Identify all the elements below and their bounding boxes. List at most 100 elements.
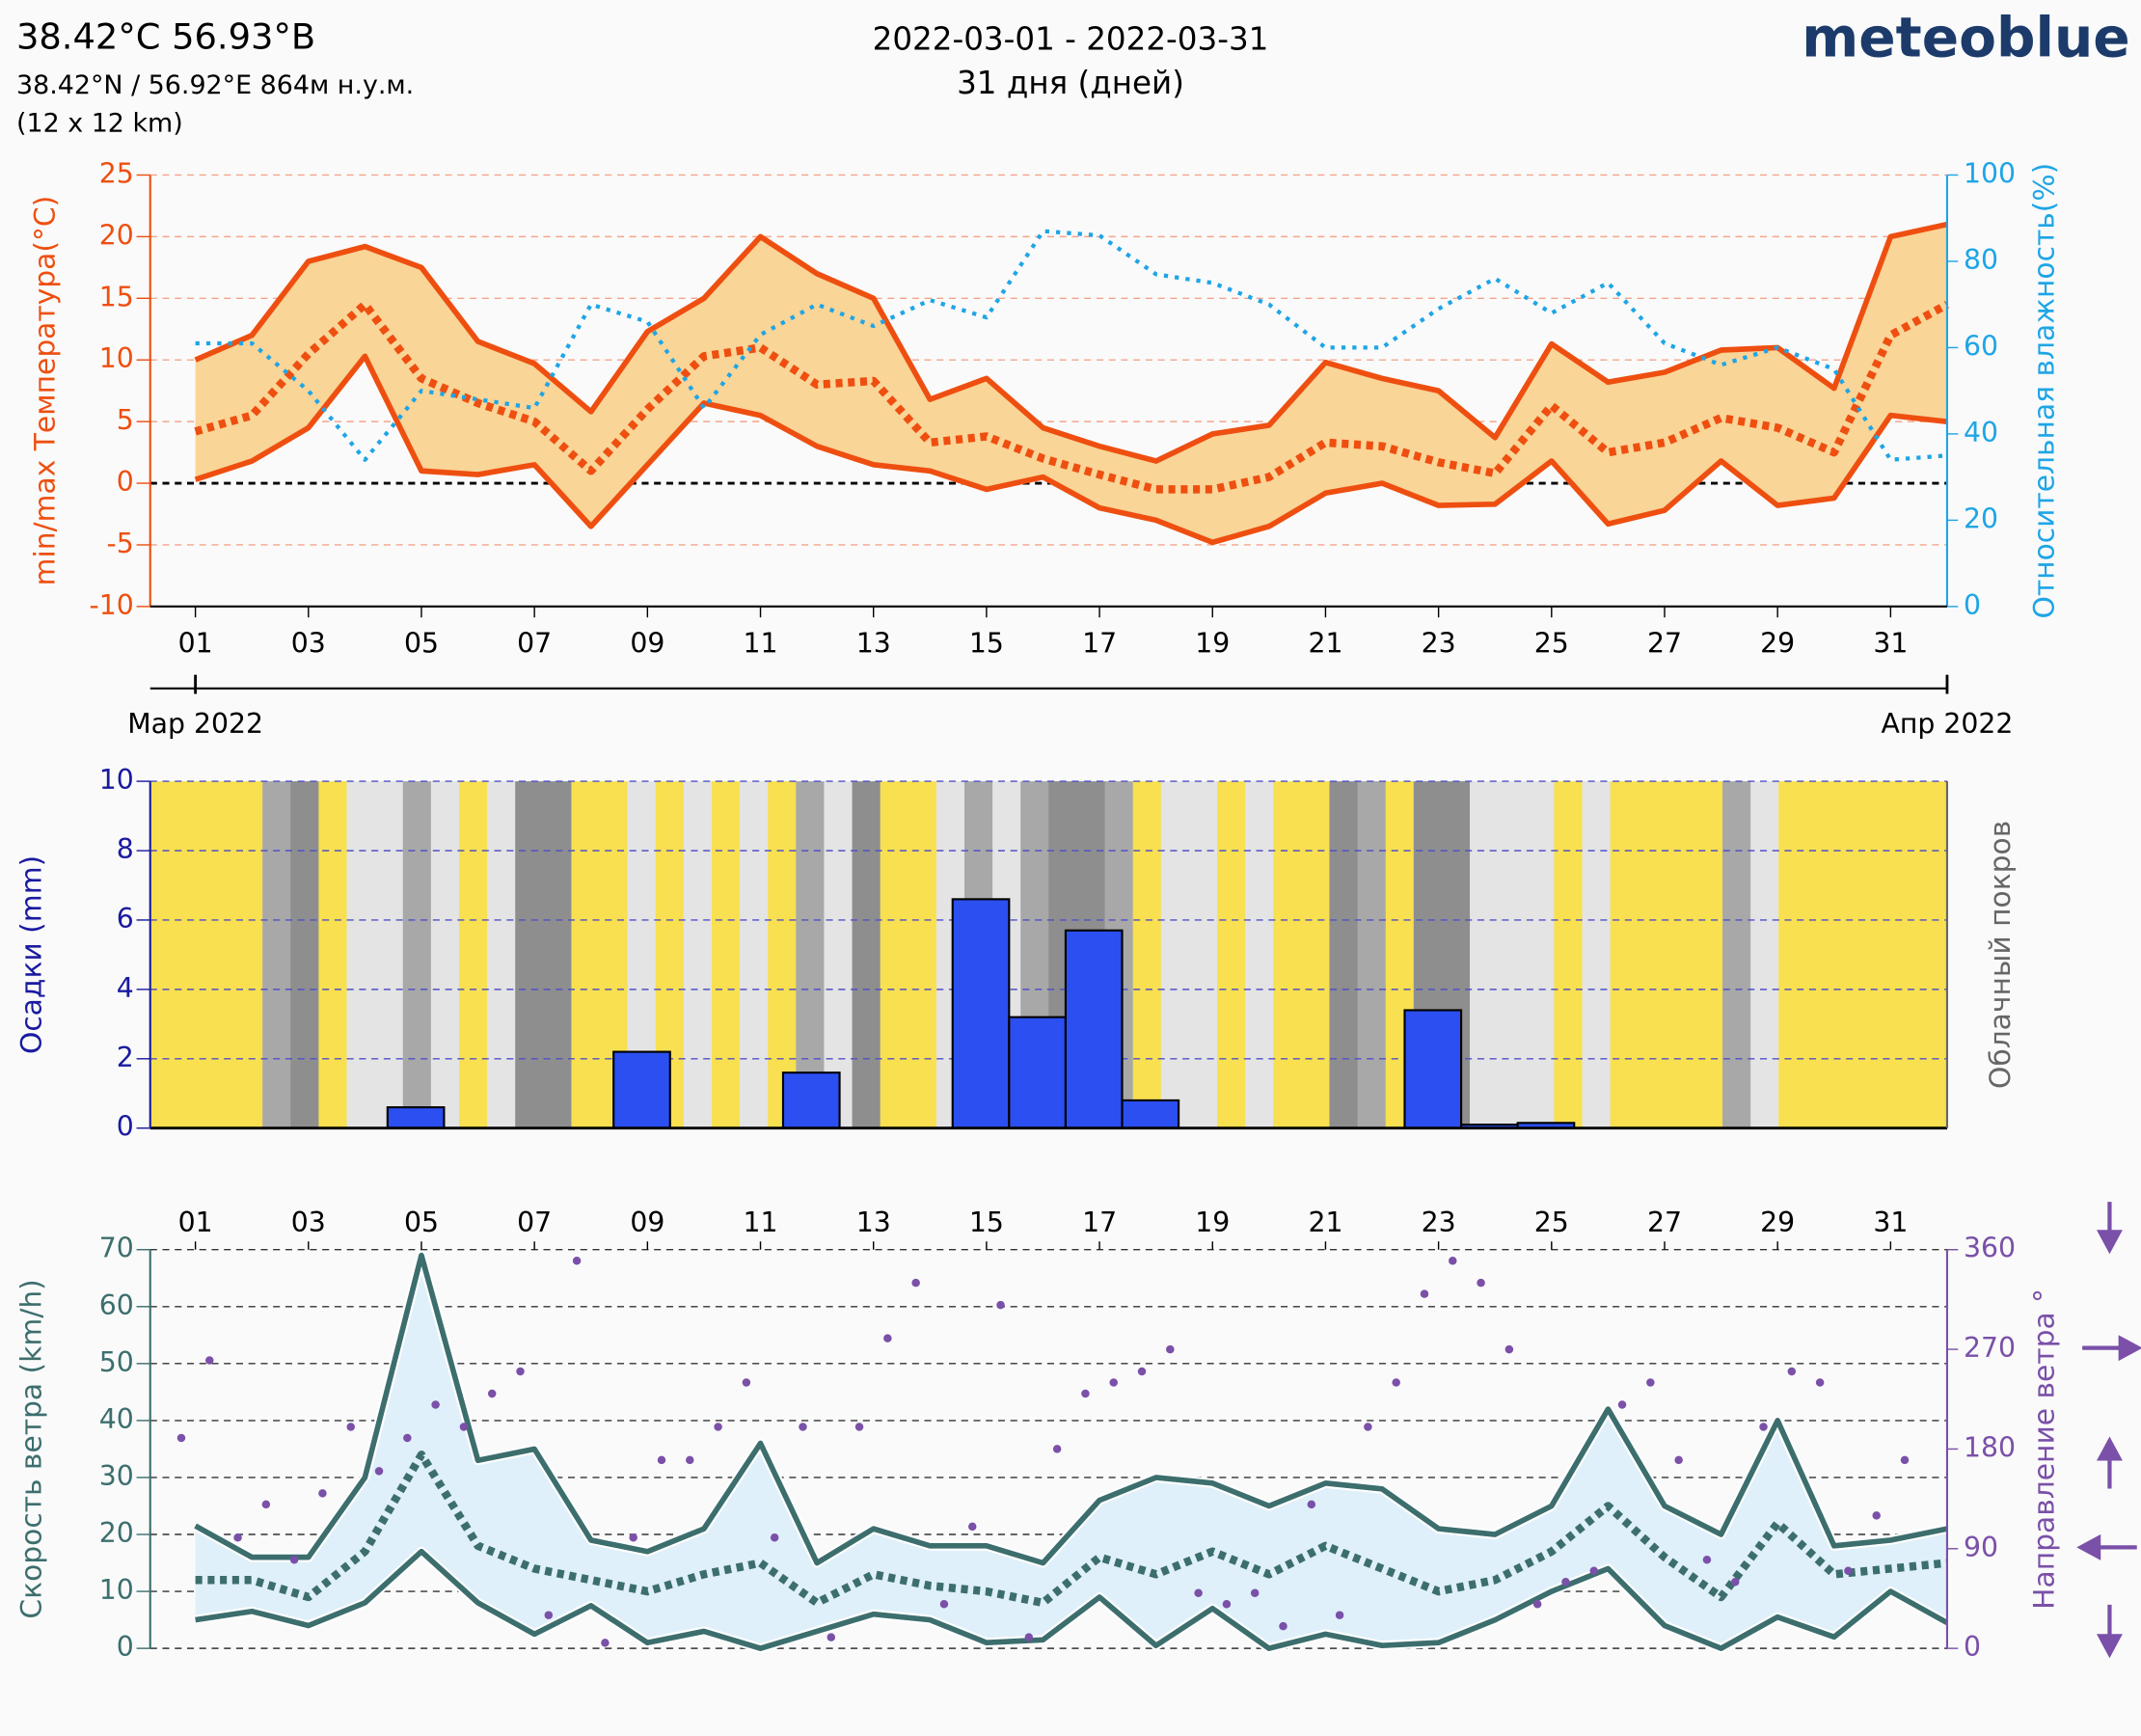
cloud-stripe bbox=[346, 781, 376, 1128]
direction-dot bbox=[1222, 1599, 1232, 1609]
y-tick-label: -5 bbox=[107, 528, 134, 559]
direction-dot bbox=[1787, 1367, 1797, 1376]
y-tick-label: 10 bbox=[99, 1574, 134, 1606]
cloud-stripe bbox=[683, 781, 713, 1128]
x-tick-label: 01 bbox=[178, 1207, 213, 1238]
cloud-stripe bbox=[1694, 781, 1723, 1128]
x-tick-label: 19 bbox=[1195, 628, 1230, 660]
cloud-stripe bbox=[1470, 781, 1499, 1128]
direction-dot bbox=[996, 1300, 1005, 1310]
direction-dot bbox=[289, 1556, 299, 1564]
direction-dot bbox=[261, 1500, 271, 1509]
cloud-stripe bbox=[1498, 781, 1527, 1128]
bar bbox=[1121, 1099, 1180, 1129]
x-tick-label: 21 bbox=[1308, 628, 1342, 660]
direction-dot bbox=[1815, 1378, 1825, 1387]
y2-tick-label: 90 bbox=[1964, 1532, 1998, 1563]
x-tick-label: 15 bbox=[969, 1207, 1004, 1238]
y2-axis-title: Относительная влажность(%) bbox=[2027, 163, 2061, 619]
y-tick-label: 2 bbox=[117, 1042, 134, 1073]
y-tick-label: 20 bbox=[99, 219, 134, 251]
x-tick-label: 23 bbox=[1422, 628, 1456, 660]
cloud-stripe bbox=[1273, 781, 1303, 1128]
month-label: Мар 2022 bbox=[127, 708, 263, 740]
direction-dot bbox=[799, 1423, 807, 1431]
cloud-stripe bbox=[1217, 781, 1246, 1128]
period: 2022-03-01 - 2022-03-31 bbox=[873, 21, 1269, 58]
y2-tick-label: 80 bbox=[1964, 244, 1998, 276]
series-line bbox=[195, 229, 1948, 462]
x-tick-label: 05 bbox=[404, 628, 439, 660]
direction-dot bbox=[714, 1423, 722, 1431]
series-line bbox=[194, 1252, 1948, 1566]
direction-dot bbox=[1392, 1378, 1400, 1387]
direction-arrows bbox=[2076, 1202, 2141, 1659]
y-tick-label: 10 bbox=[99, 764, 134, 796]
cloud-stripe bbox=[262, 781, 292, 1128]
x-tick-label: 23 bbox=[1422, 1207, 1456, 1238]
direction-dot bbox=[1477, 1278, 1485, 1288]
direction-dot bbox=[1702, 1556, 1712, 1564]
direction-dot bbox=[516, 1367, 525, 1376]
direction-dot bbox=[1844, 1566, 1853, 1575]
y-tick-label: 6 bbox=[117, 903, 134, 935]
x-tick-label: 15 bbox=[969, 628, 1004, 660]
direction-dot bbox=[1561, 1577, 1570, 1587]
direction-dot bbox=[403, 1433, 412, 1443]
bar bbox=[951, 898, 1011, 1129]
x-tick-label: 25 bbox=[1534, 1207, 1569, 1238]
logo: meteoblue bbox=[1802, 6, 2129, 69]
x-tick-label: 29 bbox=[1760, 1207, 1795, 1238]
direction-dot bbox=[1166, 1344, 1175, 1354]
y-tick-label: 15 bbox=[99, 281, 134, 312]
cloud-stripe bbox=[1526, 781, 1556, 1128]
direction-dot bbox=[1449, 1256, 1457, 1265]
y-tick-label: 25 bbox=[99, 157, 134, 189]
direction-dot bbox=[686, 1455, 694, 1465]
y-tick-label: 0 bbox=[117, 1631, 134, 1663]
cloud-stripe bbox=[543, 781, 573, 1128]
x-tick-label: 31 bbox=[1873, 1207, 1908, 1238]
cloud-stripe bbox=[1806, 781, 1836, 1128]
direction-dot bbox=[1052, 1445, 1062, 1453]
direction-dot bbox=[657, 1455, 666, 1465]
cloud-stripe bbox=[571, 781, 601, 1128]
direction-dot bbox=[827, 1633, 836, 1641]
direction-dot bbox=[544, 1611, 554, 1619]
range-fill bbox=[195, 224, 1947, 543]
direction-dot bbox=[1335, 1611, 1344, 1619]
direction-dot bbox=[1137, 1367, 1147, 1376]
direction-dot bbox=[487, 1389, 497, 1398]
x-tick-label: 25 bbox=[1534, 628, 1569, 660]
x-tick-label: 29 bbox=[1760, 628, 1795, 660]
direction-dot bbox=[374, 1467, 384, 1476]
bar bbox=[1403, 1009, 1463, 1129]
y-tick-label: 8 bbox=[117, 833, 134, 865]
x-tick-label: 09 bbox=[630, 628, 664, 660]
bar bbox=[386, 1106, 446, 1129]
coordinates: 38.42°N / 56.92°E 864м н.у.м. bbox=[16, 70, 414, 100]
cloud-stripe bbox=[796, 781, 826, 1128]
days: 31 дня (дней) bbox=[957, 65, 1184, 101]
direction-dot bbox=[742, 1378, 751, 1387]
direction-dot bbox=[1900, 1455, 1910, 1465]
cloud-stripe bbox=[1862, 781, 1892, 1128]
x-tick-label: 19 bbox=[1195, 1207, 1230, 1238]
y2-tick-label: 180 bbox=[1964, 1431, 2016, 1463]
location-title: 38.42°C 56.93°B bbox=[16, 15, 315, 57]
y-axis-title: Скорость ветра (km/h) bbox=[14, 1279, 48, 1618]
cloud-stripe bbox=[1834, 781, 1864, 1128]
direction-dot bbox=[1872, 1511, 1881, 1520]
direction-dot bbox=[459, 1423, 469, 1431]
cloud-stripe bbox=[318, 781, 348, 1128]
x-tick-label: 27 bbox=[1647, 628, 1682, 660]
cloud-stripe bbox=[430, 781, 460, 1128]
direction-dot bbox=[968, 1522, 977, 1532]
cloud-stripe bbox=[711, 781, 741, 1128]
y-tick-label: 20 bbox=[99, 1517, 134, 1549]
direction-dot bbox=[1504, 1344, 1514, 1354]
direction-dot bbox=[939, 1599, 949, 1609]
direction-dot bbox=[431, 1400, 440, 1409]
y2-tick-label: 20 bbox=[1964, 502, 1998, 534]
cloud-stripe bbox=[205, 781, 235, 1128]
